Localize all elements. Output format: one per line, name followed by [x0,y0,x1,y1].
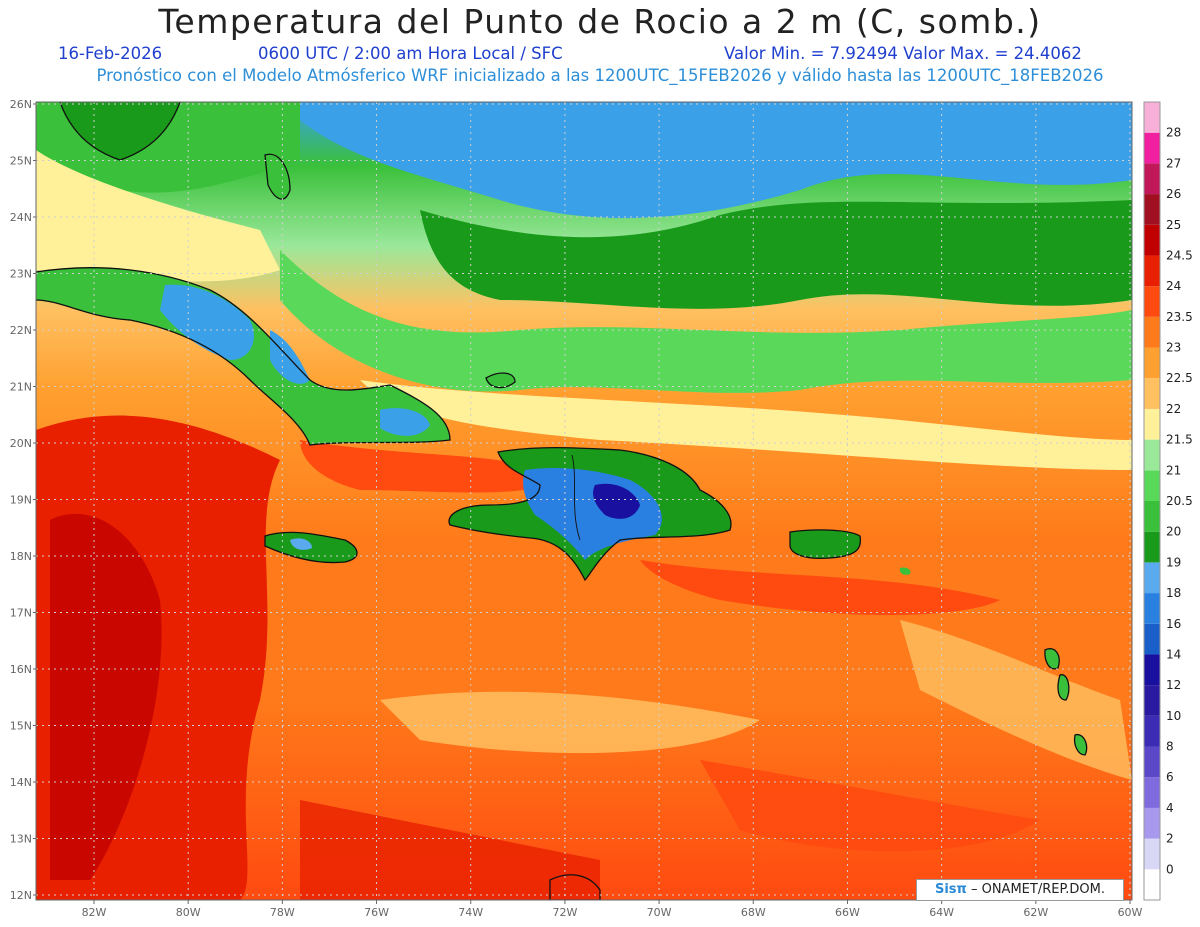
colorbar-segment [1144,593,1160,624]
lat-label-15N: 15N [10,720,32,733]
colorbar-label-19: 19 [1166,555,1181,569]
colorbar-segment [1144,531,1160,563]
colorbar-label-26: 26 [1166,187,1181,201]
colorbar-segment [1144,102,1160,133]
colorbar-label-20: 20 [1166,525,1181,539]
lat-label-17N: 17N [10,607,32,620]
colorbar-label-25: 25 [1166,218,1181,232]
colorbar-label-28: 28 [1166,126,1181,140]
colorbar-segment [1144,501,1160,532]
lat-label-19N: 19N [10,494,32,507]
colorbar-label-2: 2 [1166,832,1174,846]
colorbar-segment [1144,316,1160,348]
lon-label-68W: 68W [741,906,766,919]
onamet-badge: Sisπ – ONAMET/REP.DOM. [916,879,1124,901]
colorbar-label-20.5: 20.5 [1166,494,1193,508]
colorbar-label-24: 24 [1166,279,1181,293]
lat-label-25N: 25N [10,155,32,168]
lon-label-80W: 80W [176,906,201,919]
colorbar-segment [1144,838,1160,870]
graticule [36,102,1132,900]
colorbar-segment [1144,777,1160,808]
colorbar-segment [1144,562,1160,594]
colorbar-segment [1144,163,1160,195]
lon-label-66W: 66W [835,906,860,919]
badge-text: – ONAMET/REP.DOM. [970,882,1105,897]
colorbar-label-14: 14 [1166,647,1181,661]
colorbar-label-23: 23 [1166,341,1181,355]
lat-label-24N: 24N [10,211,32,224]
lat-label-26N: 26N [10,98,32,111]
colorbar-segment [1144,255,1160,287]
lon-label-78W: 78W [270,906,295,919]
colorbar-segment [1144,347,1160,379]
model-info: Pronóstico con el Modelo Atmósferico WRF… [96,66,1104,85]
lat-label-21N: 21N [10,381,32,394]
colorbar-label-24.5: 24.5 [1166,248,1193,262]
lon-label-74W: 74W [458,906,483,919]
colorbar-label-12: 12 [1166,678,1181,692]
lon-label-62W: 62W [1023,906,1048,919]
colorbar-label-22: 22 [1166,402,1181,416]
longitude-labels: 82W 80W 78W 76W 74W 72W 70W 68W 66W 64W 62W 60W [82,900,1143,919]
colorbar-label-21: 21 [1166,463,1181,477]
colorbar-segment [1144,685,1160,716]
colorbar-segment [1144,715,1160,747]
sispi-logo: Sisπ [934,882,967,897]
colorbar-label-16: 16 [1166,617,1181,631]
colorbar-segment [1144,439,1160,471]
lat-label-20N: 20N [10,437,32,450]
colorbar-segment [1144,378,1160,409]
lat-label-18N: 18N [10,550,32,563]
map-field [36,102,1132,900]
lat-label-16N: 16N [10,663,32,676]
colorbar-segment [1144,194,1160,225]
lon-label-64W: 64W [929,906,954,919]
forecast-date: 16-Feb-2026 [58,44,163,63]
lat-label-23N: 23N [10,268,32,281]
colorbar-label-27: 27 [1166,156,1181,170]
colorbar-segment [1144,470,1160,501]
colorbar-segment [1144,408,1160,440]
colorbar-label-18: 18 [1166,586,1181,600]
colorbar-segment [1144,224,1160,256]
lon-label-82W: 82W [82,906,107,919]
colorbar-frame [1143,101,1161,901]
lon-label-76W: 76W [364,906,389,919]
forecast-time: 0600 UTC / 2:00 am Hora Local / SFC [258,44,563,63]
colorbar-segment [1144,746,1160,778]
colorbar-segment [1144,654,1160,686]
latitude-labels: 26N 25N 24N 23N 22N 21N 20N 19N 18N 17N 16N 15N 14N 1… [10,98,36,902]
lon-label-60W: 60W [1118,906,1143,919]
colorbar-segment [1144,132,1160,164]
colorbar-label-22.5: 22.5 [1166,371,1193,385]
lat-label-12N: 12N [10,889,32,902]
colorbar: 024681012141618192020.52121.52222.52323.… [1143,101,1193,901]
colorbar-label-6: 6 [1166,770,1174,784]
colorbar-label-10: 10 [1166,709,1181,723]
min-max-values: Valor Min. = 7.92494 Valor Max. = 24.406… [724,44,1082,63]
colorbar-label-8: 8 [1166,740,1174,754]
lat-label-14N: 14N [10,776,32,789]
map-title: Temperatura del Punto de Rocio a 2 m (C,… [158,2,1042,41]
lat-label-13N: 13N [10,833,32,846]
colorbar-label-0: 0 [1166,862,1174,876]
colorbar-segment [1144,807,1160,839]
colorbar-segment [1144,623,1160,655]
lat-label-22N: 22N [10,324,32,337]
colorbar-label-4: 4 [1166,801,1174,815]
colorbar-segment [1144,286,1160,317]
colorbar-label-23.5: 23.5 [1166,310,1193,324]
colorbar-segment [1144,869,1160,900]
lon-label-70W: 70W [647,906,672,919]
map-frame [35,101,1133,901]
colorbar-label-21.5: 21.5 [1166,433,1193,447]
lon-label-72W: 72W [552,906,577,919]
